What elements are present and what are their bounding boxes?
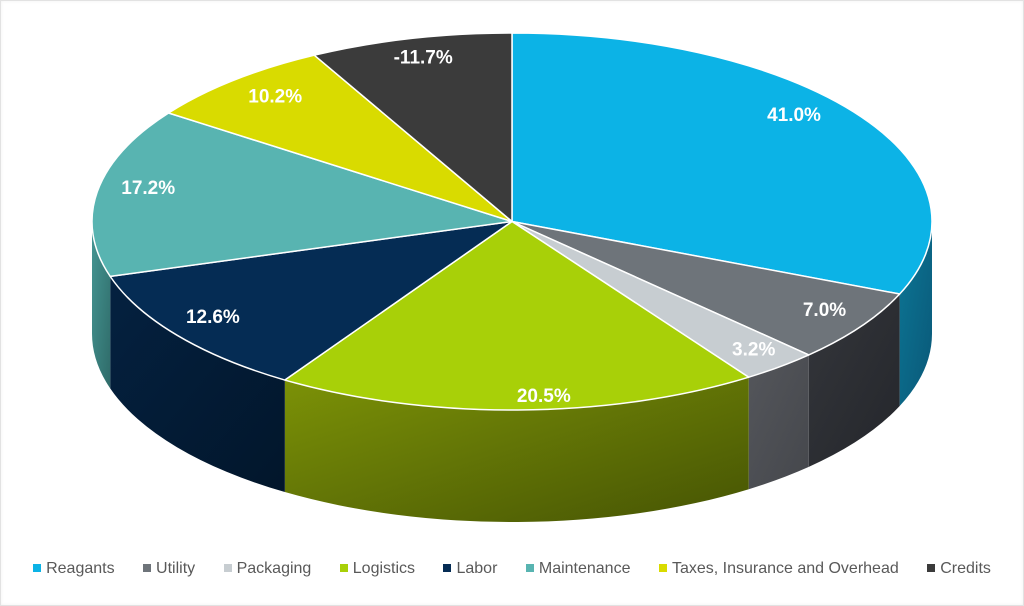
svg-text:-11.7%: -11.7% — [394, 47, 453, 68]
svg-text:20.5%: 20.5% — [517, 386, 571, 407]
svg-text:7.0%: 7.0% — [803, 300, 846, 321]
svg-text:12.6%: 12.6% — [186, 307, 240, 328]
svg-text:41.0%: 41.0% — [767, 105, 821, 126]
svg-text:3.2%: 3.2% — [732, 340, 775, 361]
svg-text:17.2%: 17.2% — [121, 178, 175, 199]
svg-text:10.2%: 10.2% — [248, 86, 302, 107]
